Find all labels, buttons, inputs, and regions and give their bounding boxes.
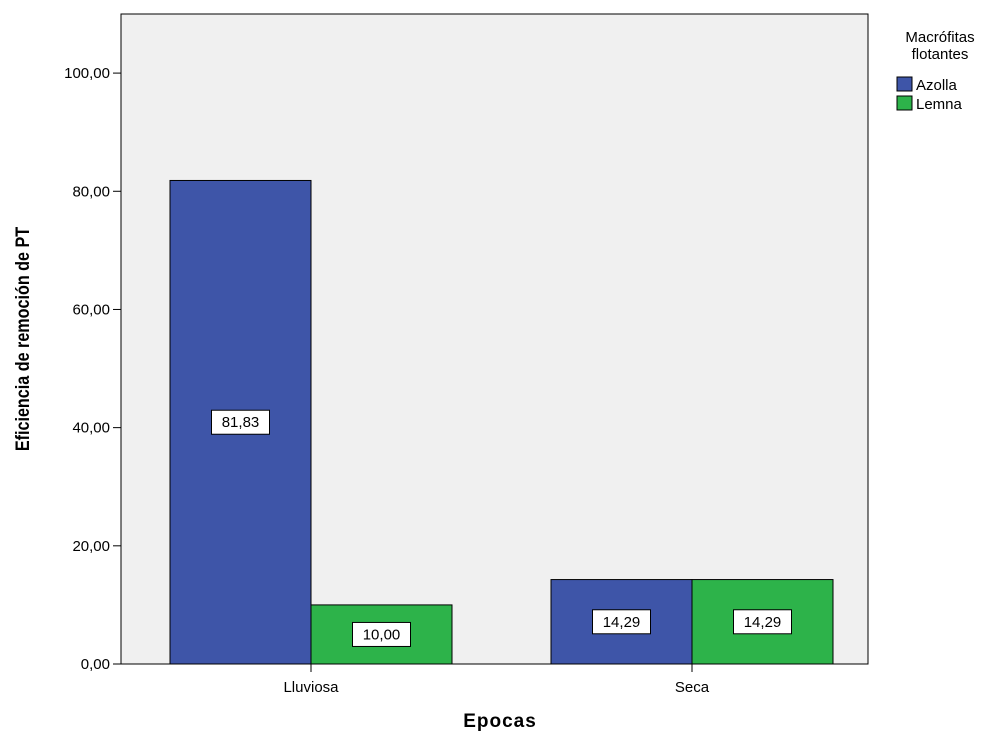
x-tick-label: Lluviosa	[283, 679, 339, 696]
data-label-value: 14,29	[744, 614, 782, 631]
data-label: 14,29	[733, 609, 792, 635]
y-tick-label: 40,00	[72, 420, 110, 437]
legend-title-line-2: flotantes	[912, 46, 969, 63]
legend-swatch-lemna	[896, 95, 913, 111]
legend-swatch-azolla	[896, 76, 913, 92]
data-label-box	[211, 409, 270, 435]
legend-title-line-1: Macrófitas	[905, 29, 974, 46]
y-axis-title: Eficiencia de remoción de PT	[12, 227, 34, 451]
data-label-box	[733, 609, 792, 635]
data-label-value: 81,83	[222, 414, 260, 431]
y-tick-label: 20,00	[72, 538, 110, 555]
data-labels: 81,83 10,00 14,29 14,29	[211, 409, 792, 647]
x-tick-label: Seca	[675, 679, 710, 696]
data-label: 10,00	[352, 621, 411, 647]
data-label-value: 10,00	[363, 626, 401, 643]
y-tick-label: 60,00	[72, 301, 110, 318]
x-axis: Lluviosa Seca	[283, 664, 710, 696]
y-tick-label: 0,00	[81, 656, 110, 673]
data-label-box	[592, 609, 651, 635]
data-label-box	[352, 621, 411, 647]
data-label: 14,29	[592, 609, 651, 635]
data-label-value: 14,29	[603, 614, 641, 631]
x-axis-title: Epocas	[463, 711, 537, 731]
legend-label-azolla: Azolla	[916, 77, 958, 94]
y-tick-label: 80,00	[72, 183, 110, 200]
y-tick-label: 100,00	[64, 65, 110, 82]
legend: Macrófitas flotantes Azolla Lemna	[896, 29, 975, 113]
y-axis: 0,00 20,00 40,00 60,00 80,00 100,00	[64, 65, 121, 673]
data-label: 81,83	[211, 409, 270, 435]
legend-label-lemna: Lemna	[916, 96, 963, 113]
